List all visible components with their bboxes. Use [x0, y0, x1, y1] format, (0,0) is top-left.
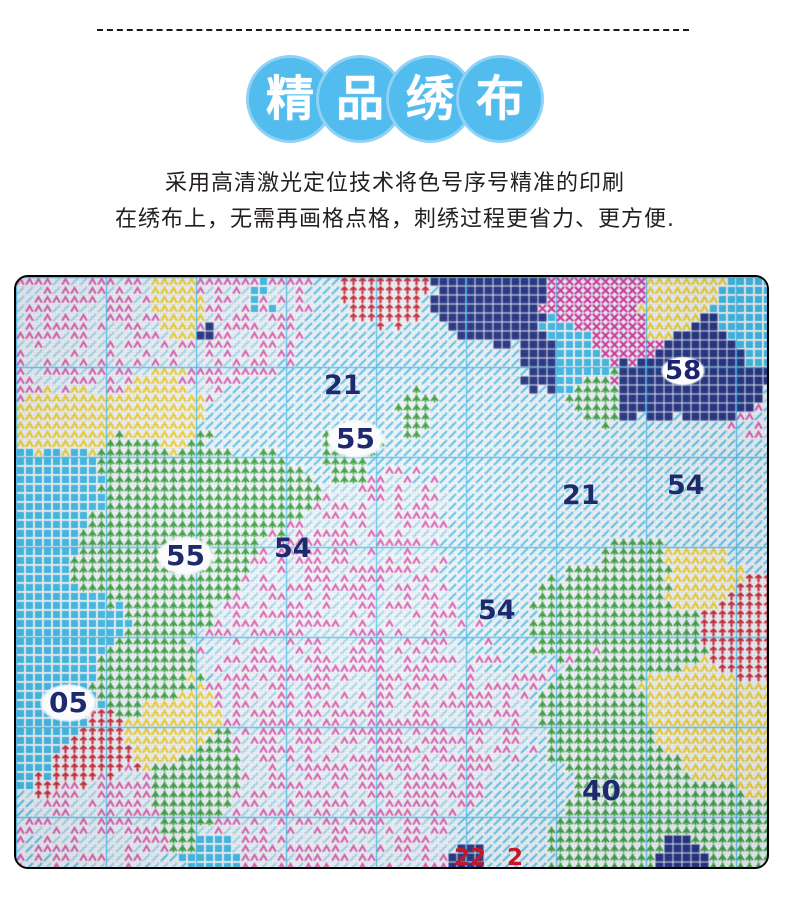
title-badge-group: 精 品 绣 布: [249, 58, 541, 140]
title-char-3: 绣: [405, 71, 454, 127]
fabric-photo: 215558215455545405402222: [14, 275, 769, 869]
subtitle-line-2: 在绣布上，无需再画格点格，刺绣过程更省力、更方便.: [115, 207, 675, 232]
title-badge-2: 品: [319, 58, 401, 140]
title-badge-1: 精: [249, 58, 331, 140]
title-badge-3: 绣: [389, 58, 471, 140]
color-number-label: 55: [327, 420, 384, 458]
color-number-label: 55: [157, 537, 214, 575]
title-char-4: 布: [475, 71, 524, 127]
title-char-2: 品: [335, 71, 384, 127]
title-char-1: 精: [265, 71, 314, 127]
color-number-label: 21: [324, 370, 362, 401]
page-title: 精 品 绣 布: [0, 58, 790, 140]
color-number-label: 05: [40, 684, 97, 722]
color-number-label: 54: [274, 533, 312, 564]
color-number-label: 54: [478, 595, 516, 626]
title-badge-4: 布: [459, 58, 541, 140]
color-number-label: 2: [507, 845, 524, 869]
subtitle-text: 采用高清激光定位技术将色号序号精准的印刷 在绣布上，无需再画格点格，刺绣过程更省…: [0, 166, 790, 238]
color-number-label: 40: [582, 774, 621, 807]
color-number-label: 21: [562, 480, 600, 511]
color-number-label: 54: [667, 470, 705, 501]
color-number-label: 58: [657, 354, 710, 388]
color-number-label: 22: [454, 845, 487, 869]
top-dashed-divider: [97, 29, 689, 31]
fabric-photo-canvas: [16, 277, 767, 867]
subtitle-line-1: 采用高清激光定位技术将色号序号精准的印刷: [164, 171, 625, 196]
